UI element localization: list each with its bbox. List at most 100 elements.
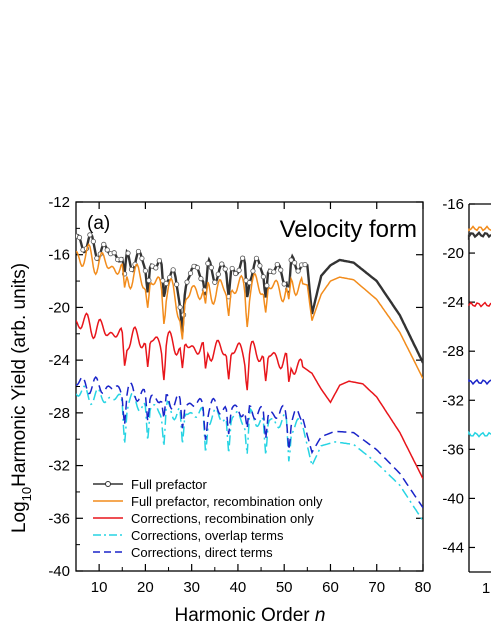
series-marker [233,270,239,277]
y-axis-label-log: Log [9,501,30,533]
x-tick-label: 10 [91,579,108,596]
panel-b-y-tick-label: -28 [442,343,464,360]
svg-text:Log10Harmonic Yield (arb. unit: Log10Harmonic Yield (arb. units) [9,263,34,533]
panel-b-y-tick-label: -36 [442,441,464,458]
panel-b-y-tick-label: -16 [442,196,464,213]
series-marker [184,279,190,285]
series-marker [271,269,277,275]
panel-label: (a) [87,213,110,234]
legend-label: Corrections, recombination only [131,511,314,526]
series-marker [101,241,107,247]
series-marker [236,267,242,273]
series-marker [198,276,204,282]
y-tick-label: -12 [48,194,70,211]
series-marker [278,267,284,273]
series-marker [257,263,263,269]
series-marker [177,304,183,310]
x-tick-label: 60 [322,579,339,596]
series-marker [104,247,110,253]
panel-b-series [468,301,491,308]
series-marker [281,281,287,287]
panel-b-series [467,230,491,241]
legend: Full prefactor Full prefactor, recombinat… [93,477,323,560]
series-marker [292,260,298,266]
series-marker [264,282,270,289]
chart-title: Velocity form [280,216,417,243]
series-marker [205,260,211,267]
y-tick-label: -32 [48,458,70,475]
x-tick-label: 50 [276,579,293,596]
panel-b-y-tick-label: -20 [442,245,464,262]
legend-label: Full prefactor, recombination only [131,494,323,509]
series-marker [194,265,201,271]
series-marker [142,268,148,274]
series-line [76,312,423,480]
series-marker [295,268,301,274]
series-marker [302,261,308,268]
panel-b-y-tick-label: -40 [442,490,464,507]
series-marker [87,232,93,238]
series-marker [187,270,194,276]
series-marker [288,257,294,263]
y-tick-label: -28 [48,405,70,422]
x-tick-label: 40 [230,579,247,596]
series-marker [212,279,218,285]
series-marker [260,274,266,280]
y-tick-label: -36 [48,510,70,527]
series-marker [274,261,280,268]
series-marker [250,268,256,274]
y-tick-label: -24 [48,352,70,369]
x-tick-label: 70 [368,579,385,596]
series-line [76,242,423,379]
y-tick-label: -40 [48,563,70,580]
series-marker [208,265,214,271]
series-marker [239,255,246,261]
panel-b: -44 -40 -36 -32 -28 -24 -20 -16 1 [442,196,491,597]
series-marker [118,256,124,263]
legend-label: Corrections, direct terms [131,545,273,560]
x-axis-label-text: Harmonic Order [174,605,310,626]
series-marker [146,277,152,284]
series-marker [229,265,235,272]
plot-area [76,232,423,522]
panel-b-y-tick-label: -44 [442,539,464,556]
x-tick-label: 20 [137,579,154,596]
series-marker [94,255,100,261]
series-marker [156,258,162,264]
x-tick-label: 80 [415,579,432,596]
y-tick-label: -16 [48,247,70,264]
panel-b-y-tick-label: -24 [442,294,464,311]
series-marker [253,255,260,261]
series-marker [153,265,159,271]
legend-label: Corrections, overlap terms [131,528,284,543]
x-axis-label-var: n [315,605,326,626]
panel-b-y-tick-label: -32 [442,392,464,409]
series-marker [111,250,117,256]
series-marker [174,281,180,287]
series-marker [135,248,142,255]
series-marker [125,250,131,256]
panel-a: 10 20 30 40 50 60 70 80 -40 -36 -32 -28 -24 -20 -16 -12… [48,194,431,596]
series-marker [219,261,225,267]
series-marker [163,280,169,287]
y-axis-label-sub: 10 [19,487,34,501]
legend-label: Full prefactor [131,477,208,492]
series-marker [222,266,228,272]
y-axis-label-rest: Harmonic Yield (arb. units) [9,263,30,487]
x-tick-label: 30 [183,579,200,596]
series-marker [90,238,96,245]
legend-marker [105,481,111,487]
panel-b-series [468,430,491,438]
panel-b-series [468,225,491,232]
series-marker [139,255,145,262]
series-marker [215,271,221,277]
series-marker [170,267,176,273]
panel-b-series [468,378,491,386]
series-line [76,385,423,522]
series-line [76,375,423,509]
series-marker [128,266,135,273]
series-marker [76,234,83,241]
x-axis-label: Harmonic Order n [174,605,325,626]
y-tick-label: -20 [48,299,70,316]
